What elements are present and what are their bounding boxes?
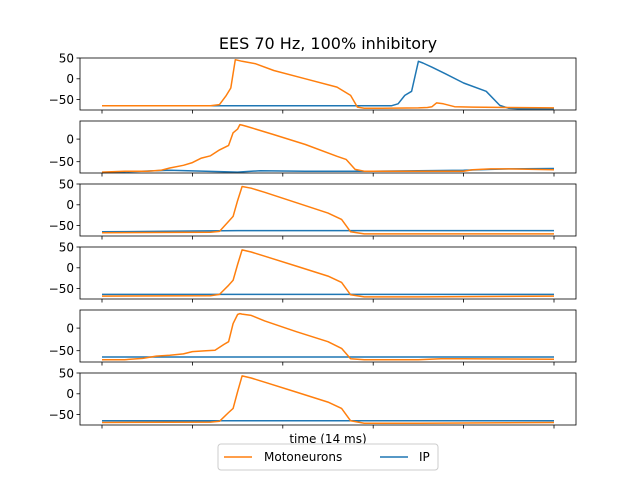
y-tick-label: −50 <box>49 219 74 233</box>
y-tick-label: 0 <box>66 72 74 86</box>
chart-title: EES 70 Hz, 100% inhibitory <box>219 34 437 53</box>
legend-label-motoneurons: Motoneurons <box>264 450 342 464</box>
panel-6: 50 0 −50 <box>49 366 577 429</box>
axes-frame <box>79 57 577 111</box>
series-line-ip-panel-1 <box>102 60 554 110</box>
y-tick-label: −50 <box>49 408 74 422</box>
series-line-motoneurons-panel-2 <box>101 123 555 173</box>
y-tick-label: 50 <box>59 240 74 254</box>
y-tick-label: −50 <box>49 155 74 169</box>
y-tick-label: 0 <box>66 132 74 146</box>
panel-4: 50 0 −50 <box>49 240 577 303</box>
series-line-ip-panel-3 <box>101 229 554 233</box>
series-line-motoneurons-panel-6 <box>101 375 555 425</box>
series-line-motoneurons-panel-5 <box>102 312 555 361</box>
panel-3: 50 0 −50 <box>49 177 577 240</box>
series-line-motoneurons-panel-4 <box>101 249 555 298</box>
panel-2: 0 −50 <box>49 120 577 177</box>
axes-frame <box>79 120 577 174</box>
x-axis-label: time (14 ms) <box>289 432 366 446</box>
legend-label-ip: IP <box>419 450 430 464</box>
axes-frame <box>79 372 577 426</box>
series-line-motoneurons-panel-1 <box>102 58 555 110</box>
y-tick-label: 50 <box>59 177 74 191</box>
y-tick-label: 0 <box>66 321 74 335</box>
axes-frame <box>79 183 577 237</box>
y-tick-label: −50 <box>49 344 74 358</box>
panel-5: 0 −50 <box>49 309 577 366</box>
y-tick-label: 50 <box>59 51 74 65</box>
legend-frame <box>217 443 439 471</box>
y-tick-label: 0 <box>66 387 74 401</box>
y-tick-label: −50 <box>49 282 74 296</box>
panel-1: 50 0 −50 <box>49 51 577 114</box>
axes-frame <box>79 246 577 300</box>
y-tick-label: 50 <box>59 366 74 380</box>
y-tick-label: 0 <box>66 261 74 275</box>
axes-frame <box>79 309 577 363</box>
series-line-motoneurons-panel-3 <box>101 185 554 235</box>
y-tick-label: −50 <box>49 93 74 107</box>
legend: Motoneurons IP <box>217 443 439 471</box>
y-tick-label: 0 <box>66 198 74 212</box>
panels: 50 0 −50 0 −50 50 0 −50 50 0 −50 0 −50 50 0 −50 <box>49 51 577 429</box>
